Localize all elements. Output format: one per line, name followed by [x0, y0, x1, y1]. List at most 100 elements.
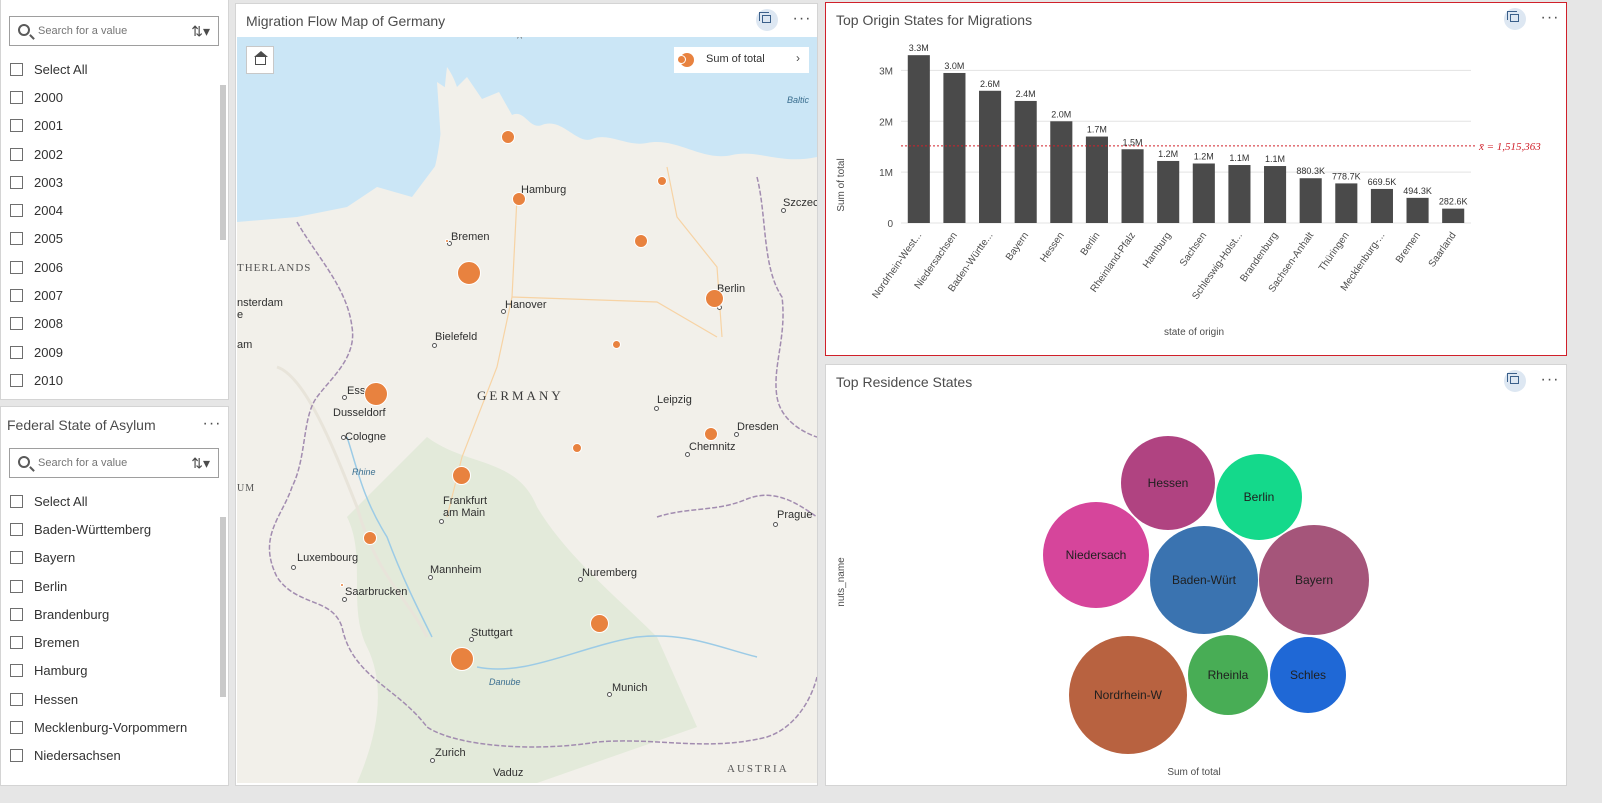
bubble[interactable]: [1121, 436, 1215, 530]
year-list-scrollbar[interactable]: [220, 85, 226, 240]
checkbox[interactable]: [10, 119, 23, 133]
list-item[interactable]: 2003: [1, 168, 216, 196]
map-bubble[interactable]: [363, 531, 377, 545]
map-bubble[interactable]: [611, 339, 621, 349]
map-bubble[interactable]: [340, 583, 344, 587]
map-canvas[interactable]: ^ Sum of total › Baltic Szczecin Hamburg Br…: [237, 37, 817, 783]
checkbox[interactable]: [10, 232, 23, 246]
list-item[interactable]: 2004: [1, 196, 216, 224]
list-item[interactable]: Bayern: [1, 544, 216, 572]
bar[interactable]: [1050, 121, 1073, 223]
checkbox[interactable]: [10, 317, 23, 331]
checkbox[interactable]: [10, 522, 23, 536]
checkbox[interactable]: [10, 373, 23, 387]
checkbox[interactable]: [10, 721, 23, 735]
state-filter-menu-button[interactable]: ···: [202, 415, 222, 432]
bubble[interactable]: [1043, 502, 1149, 608]
bar[interactable]: [1442, 208, 1465, 223]
select-all-years[interactable]: Select All: [1, 55, 216, 83]
bar[interactable]: [943, 72, 966, 223]
map-bubble[interactable]: [704, 427, 718, 441]
checkbox[interactable]: [10, 749, 23, 763]
map-bubble[interactable]: [445, 239, 449, 243]
map-bubble[interactable]: [634, 234, 648, 248]
list-item[interactable]: 2009: [1, 338, 216, 366]
map-bubble[interactable]: [450, 647, 474, 671]
checkbox[interactable]: [10, 692, 23, 706]
checkbox[interactable]: [10, 175, 23, 189]
list-item[interactable]: Berlin: [1, 572, 216, 600]
bubble[interactable]: [1069, 636, 1187, 754]
copy-icon[interactable]: [756, 9, 778, 31]
copy-icon[interactable]: [1504, 370, 1526, 392]
bubble[interactable]: [1259, 525, 1369, 635]
bubble[interactable]: [1188, 635, 1268, 715]
state-list-scrollbar[interactable]: [220, 517, 226, 697]
select-all-states[interactable]: Select All: [1, 487, 216, 515]
map-bubble[interactable]: [364, 382, 388, 406]
map-bubble[interactable]: [501, 130, 515, 144]
checkbox[interactable]: [10, 62, 23, 76]
bubble[interactable]: [1150, 526, 1258, 634]
list-item[interactable]: 2005: [1, 225, 216, 253]
checkbox[interactable]: [10, 345, 23, 359]
map-bubble[interactable]: [512, 192, 526, 206]
list-item[interactable]: Brandenburg: [1, 600, 216, 628]
bar[interactable]: [979, 90, 1002, 223]
collapse-chevron[interactable]: ^: [517, 37, 523, 45]
list-item[interactable]: 2001: [1, 112, 216, 140]
list-item[interactable]: 2000: [1, 83, 216, 111]
sort-icon[interactable]: ⇅▾: [191, 23, 210, 39]
map-bubble[interactable]: [657, 176, 667, 186]
home-button[interactable]: [246, 46, 274, 74]
list-item[interactable]: Mecklenburg-Vorpommern: [1, 713, 216, 741]
state-search-box[interactable]: ⇅▾: [9, 448, 219, 478]
checkbox[interactable]: [10, 90, 23, 104]
map-bubble[interactable]: [589, 613, 609, 633]
checkbox[interactable]: [10, 260, 23, 274]
bar[interactable]: [1121, 149, 1144, 223]
bar[interactable]: [1299, 178, 1322, 223]
checkbox[interactable]: [10, 579, 23, 593]
list-item[interactable]: Hamburg: [1, 657, 216, 685]
bar[interactable]: [1085, 136, 1108, 223]
checkbox[interactable]: [10, 664, 23, 678]
list-item[interactable]: 2010: [1, 366, 216, 394]
list-item[interactable]: Baden-Württemberg: [1, 515, 216, 543]
bar[interactable]: [1264, 166, 1287, 223]
checkbox[interactable]: [10, 204, 23, 218]
list-item[interactable]: Niedersachsen: [1, 742, 216, 770]
list-item[interactable]: Bremen: [1, 628, 216, 656]
year-search-input[interactable]: [38, 22, 178, 40]
origin-chart-menu-button[interactable]: ···: [1540, 9, 1560, 26]
bar[interactable]: [1192, 163, 1215, 223]
checkbox[interactable]: [10, 551, 23, 565]
bar[interactable]: [907, 55, 930, 223]
bar[interactable]: [1406, 197, 1429, 223]
residence-chart-menu-button[interactable]: ···: [1540, 371, 1560, 388]
map-menu-button[interactable]: ···: [792, 10, 812, 27]
checkbox[interactable]: [10, 636, 23, 650]
checkbox[interactable]: [10, 607, 23, 621]
map-bubble[interactable]: [704, 288, 724, 308]
checkbox[interactable]: [10, 289, 23, 303]
bar[interactable]: [1335, 183, 1358, 223]
map-bubble[interactable]: [572, 443, 582, 453]
checkbox[interactable]: [10, 147, 23, 161]
list-item[interactable]: Hessen: [1, 685, 216, 713]
bubble[interactable]: [1270, 637, 1346, 713]
map-bubble[interactable]: [451, 465, 471, 485]
year-search-box[interactable]: ⇅▾: [9, 16, 219, 46]
list-item[interactable]: 2006: [1, 253, 216, 281]
map-legend[interactable]: Sum of total ›: [674, 47, 809, 73]
bar[interactable]: [1014, 100, 1037, 223]
bar[interactable]: [1157, 160, 1180, 223]
checkbox[interactable]: [10, 494, 23, 508]
copy-icon[interactable]: [1504, 8, 1526, 30]
list-item[interactable]: 2002: [1, 140, 216, 168]
map-bubble[interactable]: [457, 261, 481, 285]
bar[interactable]: [1370, 188, 1393, 223]
list-item[interactable]: 2008: [1, 310, 216, 338]
sort-icon[interactable]: ⇅▾: [191, 455, 210, 471]
bar[interactable]: [1228, 165, 1251, 223]
